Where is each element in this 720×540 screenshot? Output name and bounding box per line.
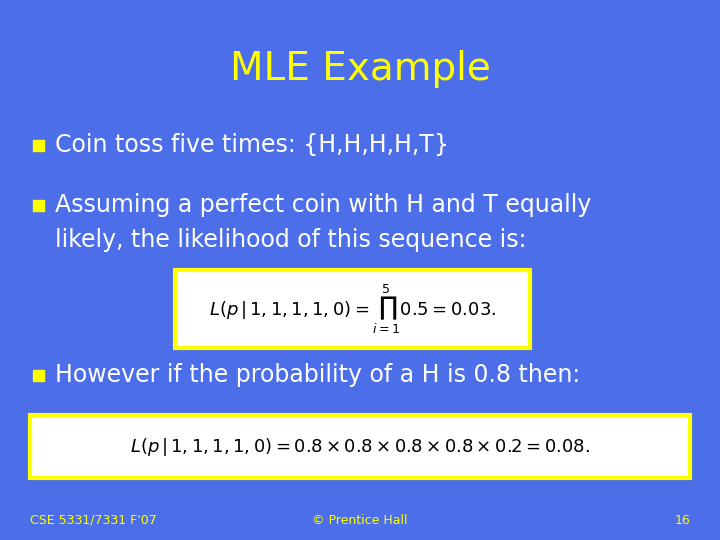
Text: Coin toss five times: {H,H,H,H,T}: Coin toss five times: {H,H,H,H,T} [55, 133, 449, 157]
Text: CSE 5331/7331 F'07: CSE 5331/7331 F'07 [30, 514, 157, 526]
Bar [32, 369, 43, 381]
Text: likely, the likelihood of this sequence is:: likely, the likelihood of this sequence … [55, 228, 526, 252]
Text: Assuming a perfect coin with H and T equally: Assuming a perfect coin with H and T equ… [55, 193, 591, 217]
Bar [32, 199, 43, 211]
Text: However if the probability of a H is 0.8 then:: However if the probability of a H is 0.8… [55, 363, 580, 387]
Bar [32, 139, 43, 151]
Text: MLE Example: MLE Example [230, 50, 490, 88]
FancyBboxPatch shape [30, 415, 690, 478]
Text: © Prentice Hall: © Prentice Hall [312, 514, 408, 526]
FancyBboxPatch shape [175, 270, 530, 348]
Text: $\mathit{L}(p\,|\,1,1,1,1,0)=0.8\times 0.8\times 0.8\times 0.8\times 0.2=0.08.$: $\mathit{L}(p\,|\,1,1,1,1,0)=0.8\times 0… [130, 435, 590, 457]
Text: 16: 16 [674, 514, 690, 526]
Text: $L(p\,|\,1,1,1,1,0) = \prod_{i=1}^{5} 0.5 = 0.03.$: $L(p\,|\,1,1,1,1,0) = \prod_{i=1}^{5} 0.… [209, 282, 496, 336]
